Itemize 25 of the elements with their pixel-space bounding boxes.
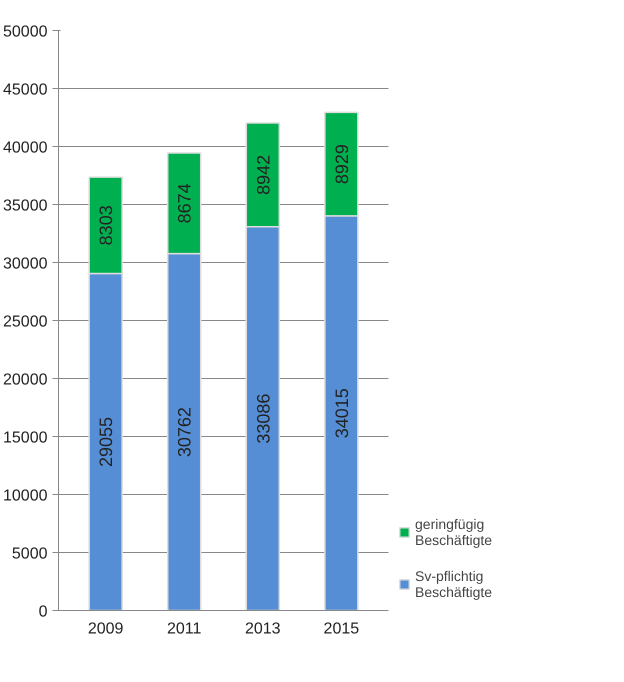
data-label: 33086 [253,394,274,444]
y-tick-label: 15000 [3,430,48,446]
data-label: 8303 [96,205,116,246]
data-label: 8942 [253,154,274,195]
data-label: 29055 [96,416,116,468]
x-tick-label: 2013 [244,620,281,638]
data-label: 34015 [332,388,352,438]
y-tick-label: 40000 [3,140,48,156]
y-tick-label: 45000 [3,82,48,98]
y-tick-label: 10000 [3,488,48,504]
x-tick-label: 2015 [324,620,360,638]
y-tick-label: 50000 [3,24,48,40]
y-tick-label: 30000 [3,256,48,272]
legend-label: geringfügig Beschäftigte [415,516,492,548]
y-tick-label: 25000 [3,314,48,330]
y-tick-label: 20000 [3,372,48,388]
x-tick-label: 2009 [88,620,124,638]
data-label: 8674 [174,183,195,224]
data-label: 8929 [332,144,352,184]
legend-label: Sv-pflichtig Beschäftigte [415,568,492,600]
x-tick-label: 2011 [167,620,202,638]
y-tick-label: 5000 [12,546,48,562]
y-tick-label: 0 [38,604,48,620]
y-tick-label: 35000 [3,198,48,214]
data-label: 30762 [174,407,195,458]
